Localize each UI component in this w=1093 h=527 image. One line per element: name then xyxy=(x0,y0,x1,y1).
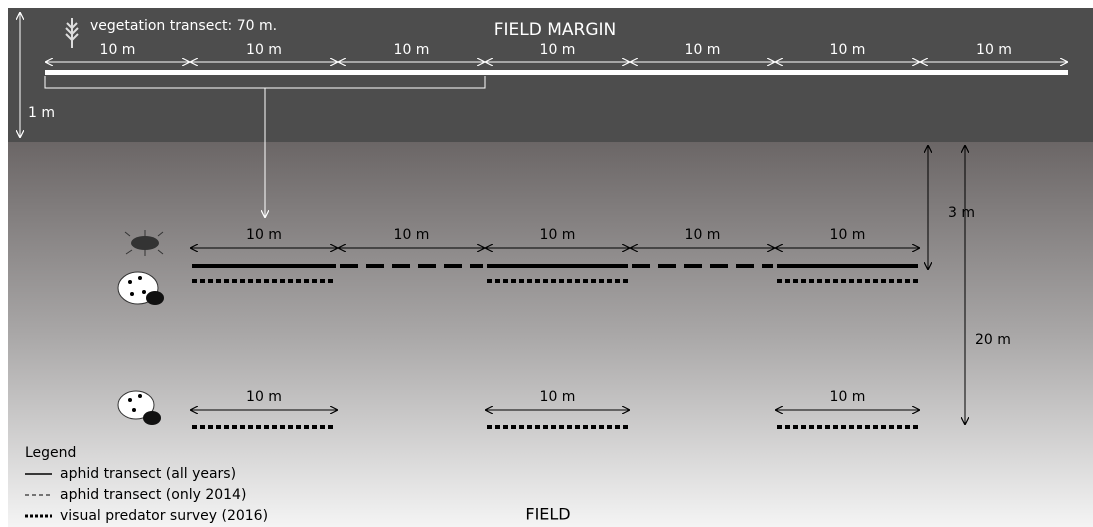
segment-label: 10 m xyxy=(685,42,721,58)
segment-label: 10 m xyxy=(685,227,721,243)
segment-label: 10 m xyxy=(830,227,866,243)
segment-label: 10 m xyxy=(540,42,576,58)
distance-label: 20 m xyxy=(975,332,1011,348)
margin-title: FIELD MARGIN xyxy=(494,20,617,40)
field-title: FIELD xyxy=(525,505,570,524)
segment-label: 10 m xyxy=(246,389,282,405)
diagram: FIELD MARGIN vegetation transect: 70 m. … xyxy=(0,0,1093,527)
segment-label: 10 m xyxy=(394,42,430,58)
segment-label: 10 m xyxy=(830,42,866,58)
transect-label: vegetation transect: 70 m. xyxy=(90,18,277,34)
height-label: 1 m xyxy=(28,105,55,121)
legend-item: aphid transect (all years) xyxy=(60,466,236,482)
segment-label: 10 m xyxy=(976,42,1012,58)
segment-label: 10 m xyxy=(540,389,576,405)
segment-label: 10 m xyxy=(394,227,430,243)
legend-item: visual predator survey (2016) xyxy=(60,508,268,524)
vegetation-transect xyxy=(45,70,1068,75)
segment-label: 10 m xyxy=(246,227,282,243)
segment-label: 10 m xyxy=(540,227,576,243)
segment-label: 10 m xyxy=(100,42,136,58)
segment-label: 10 m xyxy=(830,389,866,405)
legend-item: aphid transect (only 2014) xyxy=(60,487,246,503)
distance-label: 3 m xyxy=(948,205,975,221)
legend-title: Legend xyxy=(25,445,76,461)
segment-label: 10 m xyxy=(246,42,282,58)
